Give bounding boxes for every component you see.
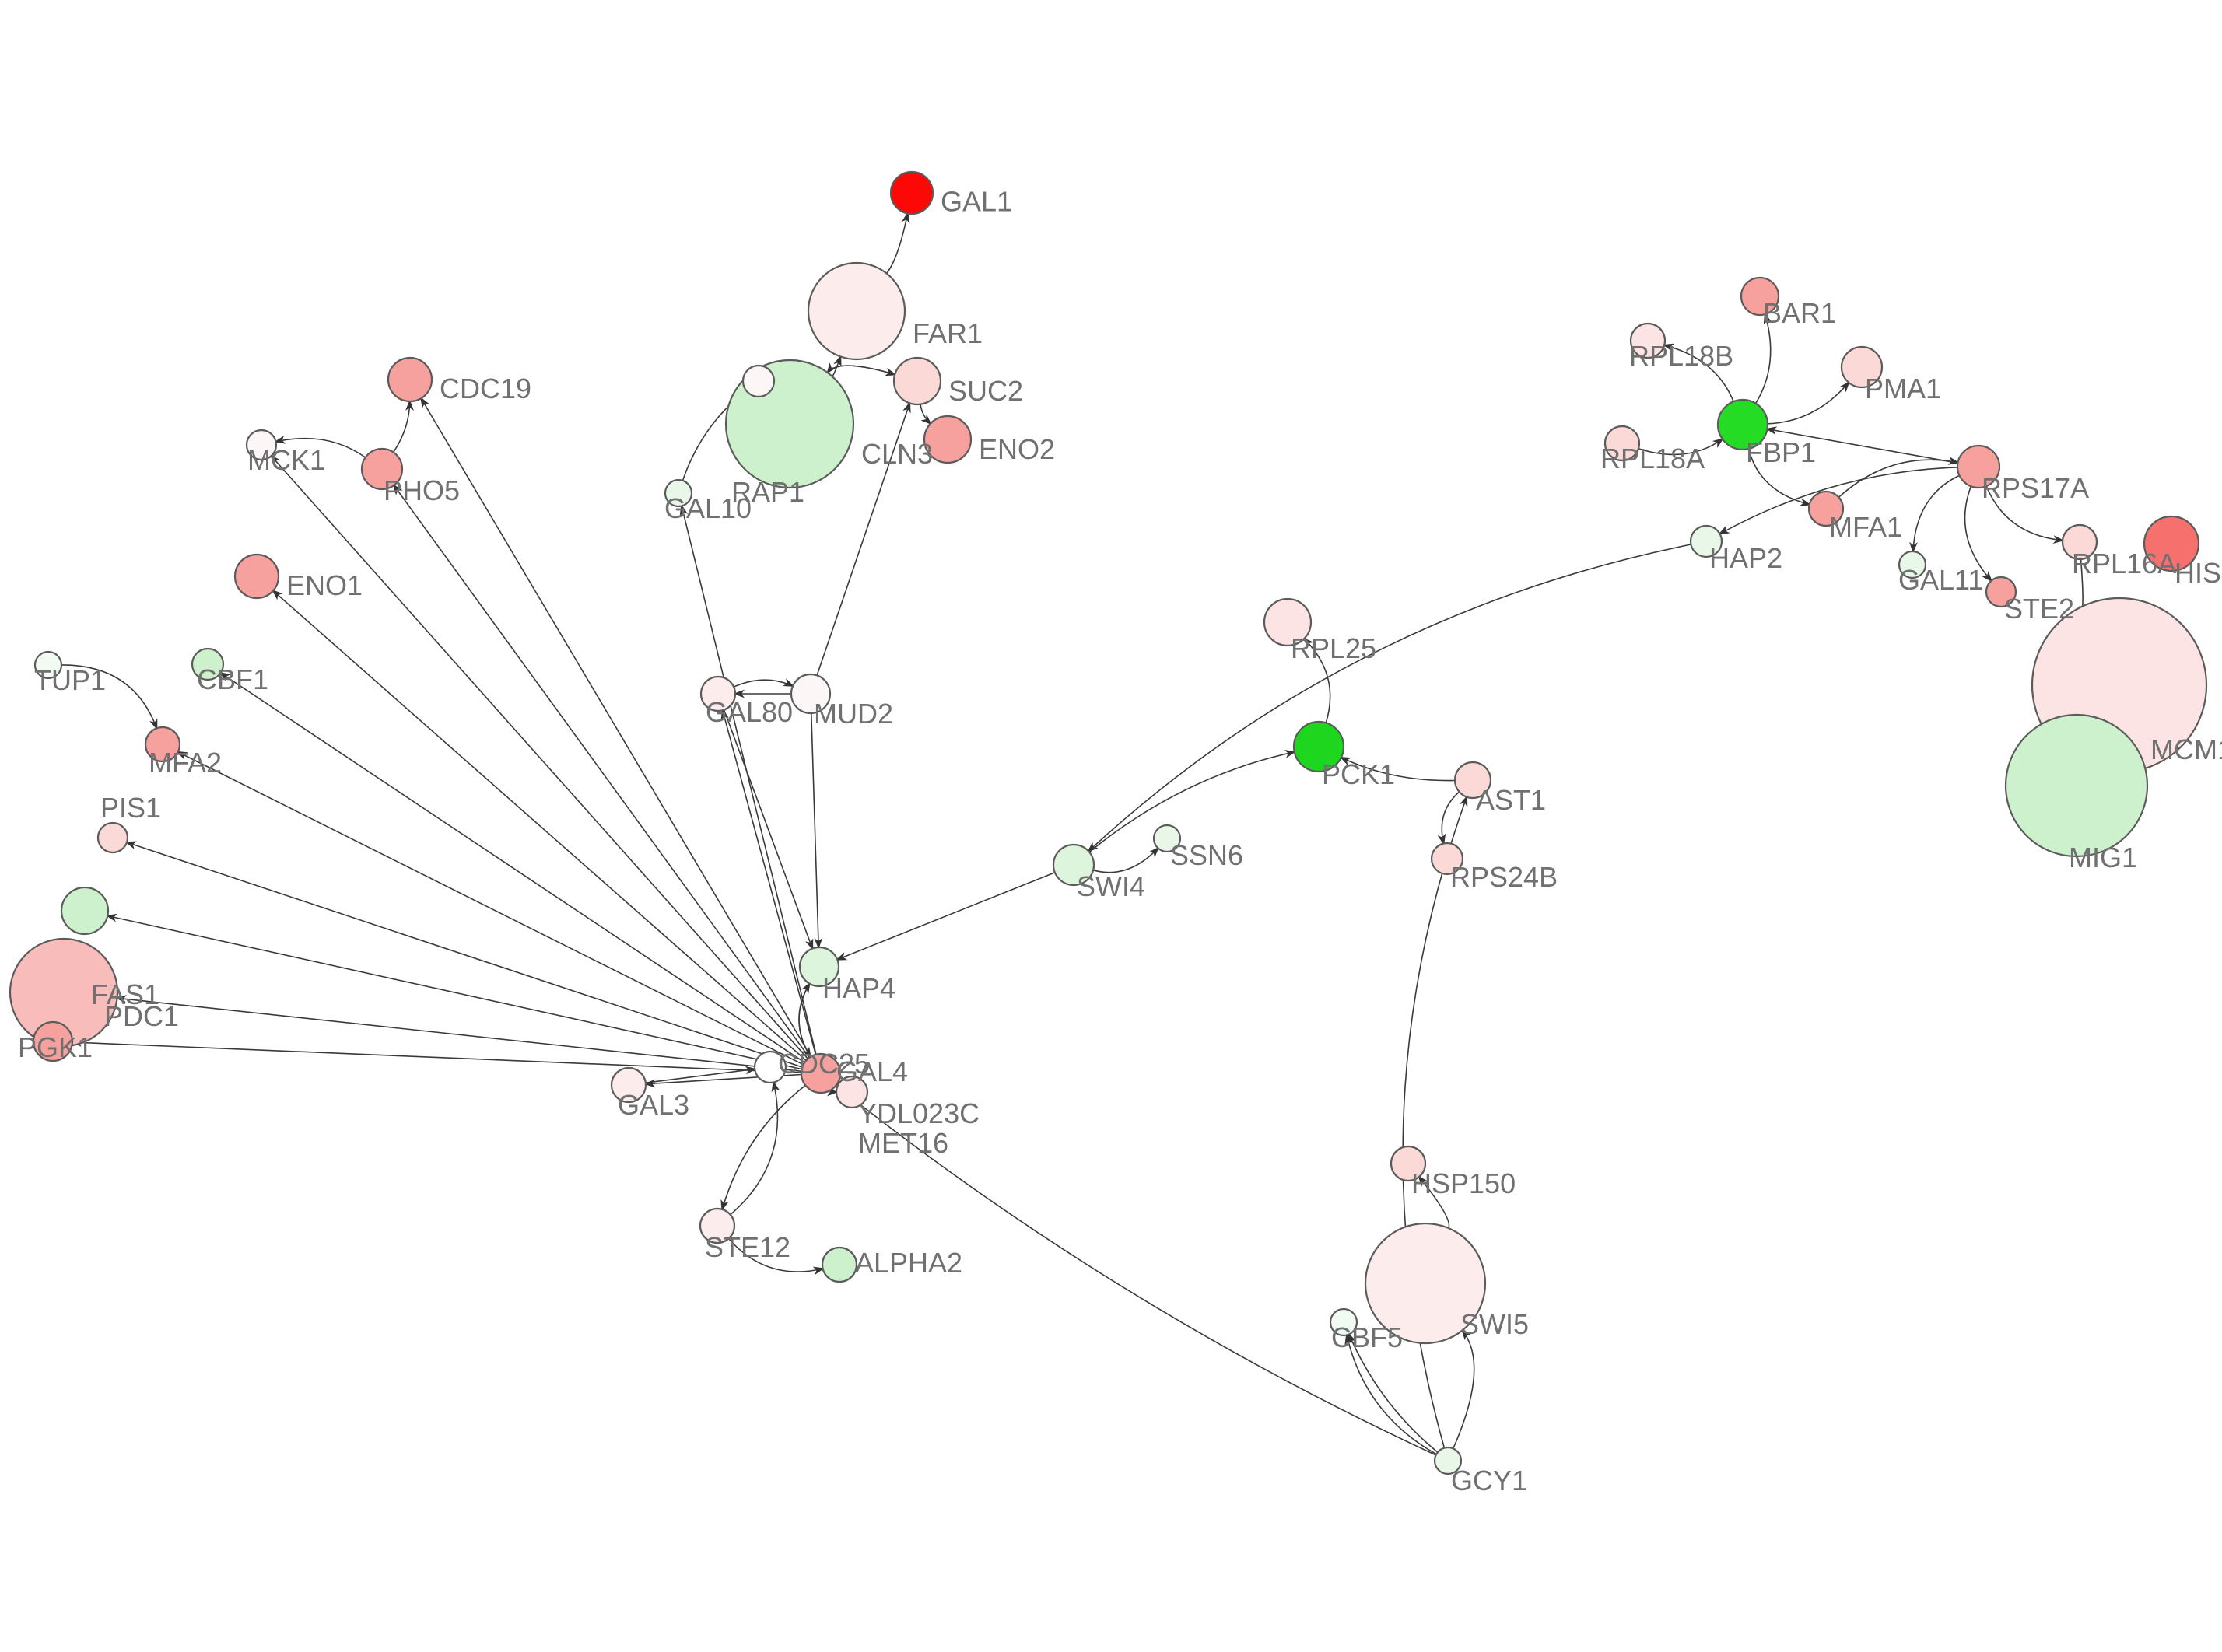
svg-text:PIS1: PIS1 [100, 792, 161, 824]
svg-text:HAP4: HAP4 [822, 972, 895, 1004]
svg-text:RPL18B: RPL18B [1629, 340, 1733, 372]
svg-text:PGK1: PGK1 [18, 1031, 93, 1063]
svg-text:TUP1: TUP1 [34, 664, 106, 696]
svg-text:ENO1: ENO1 [286, 569, 363, 601]
svg-text:MIG1: MIG1 [2069, 842, 2137, 873]
svg-text:STE2: STE2 [2004, 593, 2074, 625]
svg-text:MUD2: MUD2 [814, 698, 893, 730]
svg-text:MFA2: MFA2 [149, 747, 222, 779]
svg-text:PCK1: PCK1 [1322, 758, 1395, 790]
svg-text:AST1: AST1 [1476, 784, 1546, 816]
svg-text:FBP1: FBP1 [1746, 436, 1816, 468]
svg-text:SWI5: SWI5 [1460, 1308, 1529, 1340]
svg-text:GAL1: GAL1 [941, 186, 1012, 218]
svg-text:CBF5: CBF5 [1331, 1321, 1403, 1353]
svg-text:CDC25: CDC25 [778, 1048, 870, 1080]
svg-text:SSN6: SSN6 [1170, 839, 1243, 871]
svg-text:BAR1: BAR1 [1763, 297, 1836, 329]
svg-text:PHO5: PHO5 [384, 474, 460, 506]
svg-text:HSP150: HSP150 [1411, 1167, 1516, 1199]
svg-text:PMA1: PMA1 [1865, 373, 1941, 404]
svg-text:GAL3: GAL3 [618, 1089, 689, 1121]
svg-text:RPS24B: RPS24B [1450, 861, 1558, 893]
svg-text:HIS4: HIS4 [2175, 557, 2222, 589]
svg-text:ALPHA2: ALPHA2 [855, 1247, 962, 1279]
svg-text:GAL80: GAL80 [706, 696, 793, 728]
svg-text:MCK1: MCK1 [247, 444, 325, 476]
svg-text:RPL16A: RPL16A [2072, 548, 2176, 579]
svg-text:CDC19: CDC19 [440, 373, 531, 404]
svg-text:YDL023C: YDL023C [858, 1097, 980, 1129]
svg-text:ENO2: ENO2 [979, 433, 1055, 465]
svg-text:MFA1: MFA1 [1829, 511, 1902, 543]
svg-text:SUC2: SUC2 [948, 375, 1023, 407]
svg-text:MCM1: MCM1 [2150, 733, 2222, 765]
svg-text:GAL11: GAL11 [1898, 564, 1983, 596]
svg-text:RPL18A: RPL18A [1600, 443, 1705, 474]
svg-text:GCY1: GCY1 [1451, 1465, 1527, 1496]
svg-text:SWI4: SWI4 [1077, 870, 1145, 902]
svg-text:GAL10: GAL10 [664, 492, 752, 524]
svg-text:RPS17A: RPS17A [1982, 472, 2089, 504]
svg-text:HAP2: HAP2 [1709, 542, 1782, 574]
svg-text:PDC1: PDC1 [104, 1000, 179, 1032]
svg-text:MET16: MET16 [858, 1127, 948, 1159]
svg-text:CBF1: CBF1 [197, 663, 268, 695]
svg-text:RPL25: RPL25 [1291, 632, 1376, 664]
svg-text:FAR1: FAR1 [913, 317, 983, 349]
svg-text:STE12: STE12 [705, 1231, 790, 1263]
svg-text:CLN3: CLN3 [861, 438, 933, 470]
